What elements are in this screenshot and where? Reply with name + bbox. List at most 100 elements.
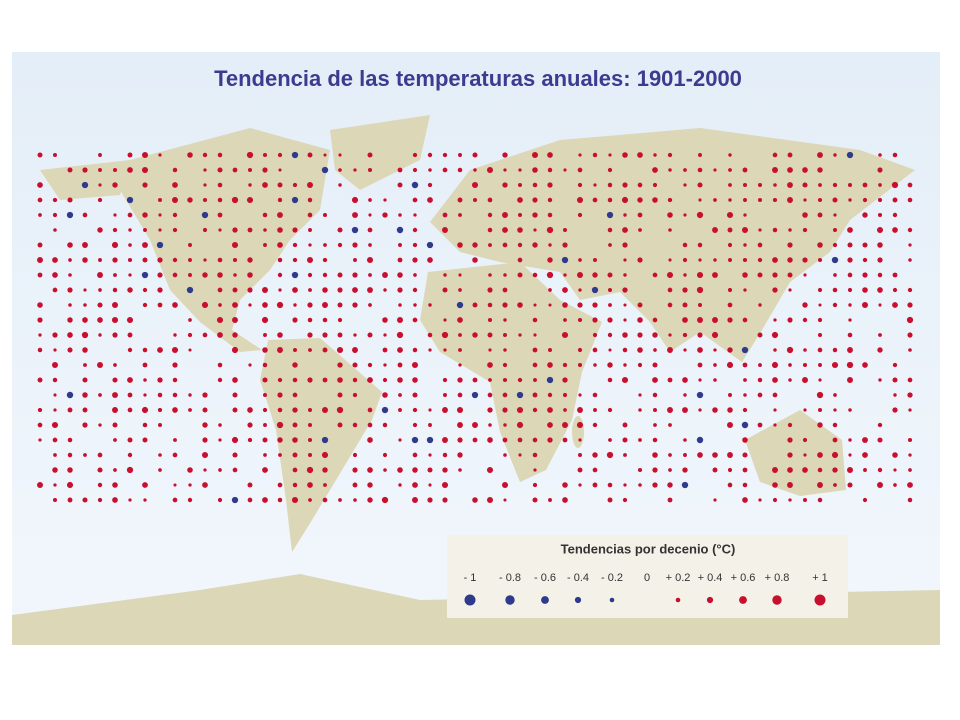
trend-dot <box>68 273 72 277</box>
trend-dot <box>322 407 328 413</box>
trend-dot <box>428 303 432 307</box>
trend-dot <box>727 302 733 308</box>
trend-dot <box>547 362 553 368</box>
trend-dot <box>502 227 508 233</box>
trend-dot <box>97 467 103 473</box>
trend-dot <box>682 467 688 473</box>
trend-dot <box>517 197 523 203</box>
trend-dot <box>427 182 433 188</box>
trend-dot <box>382 212 388 218</box>
trend-dot <box>848 318 852 322</box>
trend-dot <box>488 378 492 382</box>
trend-dot <box>323 153 327 157</box>
trend-dot <box>847 482 853 488</box>
trend-dot <box>458 288 462 292</box>
trend-dot <box>788 498 792 502</box>
trend-dot <box>681 481 689 489</box>
trend-dot <box>397 377 403 383</box>
trend-dot <box>817 317 823 323</box>
trend-dot <box>217 272 223 278</box>
trend-dot <box>128 243 132 247</box>
trend-dot <box>37 152 43 158</box>
trend-dot <box>622 497 628 503</box>
legend-label: - 0.8 <box>499 572 521 584</box>
trend-dot <box>202 437 208 443</box>
trend-dot <box>443 348 447 352</box>
trend-dot <box>173 333 177 337</box>
trend-dot <box>457 437 463 443</box>
trend-dot <box>862 182 868 188</box>
trend-dot <box>907 437 913 443</box>
trend-dot <box>741 421 749 429</box>
trend-dot <box>667 407 673 413</box>
trend-dot <box>502 437 508 443</box>
trend-dot <box>472 497 478 503</box>
trend-dot <box>383 363 387 367</box>
trend-dot <box>907 227 913 233</box>
trend-dot <box>652 392 658 398</box>
trend-dot <box>292 242 298 248</box>
trend-dot <box>247 497 253 503</box>
trend-dot <box>142 482 148 488</box>
trend-dot <box>517 212 523 218</box>
trend-dot <box>713 498 717 502</box>
trend-dot <box>158 153 162 157</box>
trend-dot <box>412 452 418 458</box>
trend-dot <box>818 183 822 187</box>
trend-dot <box>847 287 853 293</box>
trend-dot <box>727 317 733 323</box>
trend-dot <box>67 167 73 173</box>
trend-dot <box>607 197 613 203</box>
legend: - 1 - 0.8 - 0.6 - 0.4 - 0.2 0 + 0.2 + 0.4 + 0.6 +… <box>464 572 828 606</box>
trend-dot <box>772 287 778 293</box>
trend-dot <box>188 318 192 322</box>
trend-dot <box>877 242 883 248</box>
trend-dot <box>742 497 748 503</box>
trend-dot <box>53 153 57 157</box>
trend-dot <box>531 151 539 159</box>
trend-dot <box>292 482 298 488</box>
trend-dot <box>412 152 418 158</box>
trend-dot <box>322 317 328 323</box>
trend-dot <box>533 468 537 472</box>
trend-dot <box>232 467 238 473</box>
trend-dot <box>337 317 343 323</box>
trend-dot <box>818 303 822 307</box>
trend-dot <box>832 227 838 233</box>
trend-dot <box>142 182 148 188</box>
trend-dot <box>833 393 837 397</box>
trend-dot <box>907 302 913 308</box>
trend-dot <box>608 243 612 247</box>
trend-dot <box>727 407 733 413</box>
legend-dot <box>814 594 826 606</box>
trend-dot <box>697 332 703 338</box>
trend-dot <box>37 407 43 413</box>
trend-dot <box>621 376 629 384</box>
trend-dot <box>187 497 193 503</box>
trend-dot <box>742 317 748 323</box>
trend-dot <box>383 468 387 472</box>
trend-dot <box>876 226 884 234</box>
trend-dot <box>772 197 778 203</box>
trend-dot <box>367 437 373 443</box>
trend-dot <box>487 362 493 368</box>
trend-dot <box>771 331 779 339</box>
trend-dot <box>668 468 672 472</box>
trend-dot <box>127 212 133 218</box>
trend-dot <box>502 302 508 308</box>
trend-dot <box>742 452 748 458</box>
trend-dot <box>831 256 839 264</box>
trend-dot <box>291 196 299 204</box>
trend-dot <box>577 467 583 473</box>
trend-dot <box>457 242 463 248</box>
trend-dot <box>458 273 462 277</box>
trend-dot <box>593 408 597 412</box>
trend-dot <box>713 168 717 172</box>
trend-dot <box>712 467 718 473</box>
trend-dot <box>696 286 704 294</box>
trend-dot <box>833 483 837 487</box>
legend-label: + 0.4 <box>698 572 723 584</box>
trend-dot <box>292 392 298 398</box>
trend-dot <box>532 407 538 413</box>
